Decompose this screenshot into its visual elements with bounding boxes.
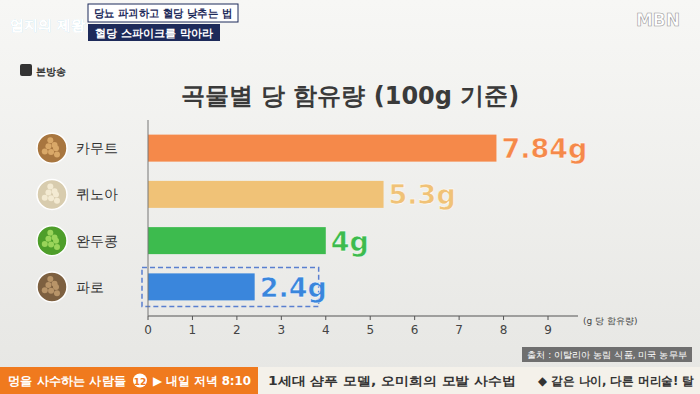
x-tick-label: 4 xyxy=(322,323,330,337)
icon-grain xyxy=(54,290,60,296)
icon-grain xyxy=(52,188,58,194)
category-label: 카무트 xyxy=(76,140,118,156)
x-axis xyxy=(148,315,578,316)
headline-box xyxy=(88,4,238,22)
source: 출처 : 이탈리아 농림 식품, 미국 농무부 xyxy=(527,350,687,360)
x-tick-label: 3 xyxy=(278,323,286,337)
icon-base xyxy=(37,133,67,163)
category-icon xyxy=(37,133,67,163)
x-tick-label: 0 xyxy=(144,323,152,337)
icon-base xyxy=(37,226,67,256)
live-label: 본방송 xyxy=(36,66,66,77)
subheadline-box xyxy=(88,24,220,41)
ticker-episode: 12 xyxy=(134,377,147,387)
category-icon xyxy=(37,272,67,302)
x-tick xyxy=(325,316,326,320)
ticker-badge xyxy=(133,374,147,388)
data-label: 4g xyxy=(331,226,369,257)
icon-grain xyxy=(42,195,48,201)
bar xyxy=(148,227,326,254)
icon-grain xyxy=(48,149,54,155)
category-icon xyxy=(37,226,67,256)
ticker-promo xyxy=(0,367,258,394)
data-label: 2.4g xyxy=(260,272,327,303)
show-logo: 엄지의 제왕 xyxy=(10,17,85,33)
x-tick xyxy=(459,316,460,320)
category-label: 완두콩 xyxy=(76,233,118,249)
icon-grain xyxy=(54,244,60,250)
data-label: 5.3g xyxy=(389,179,456,210)
icon-base xyxy=(37,179,67,209)
icon-grain xyxy=(48,242,54,248)
x-tick xyxy=(548,316,549,320)
live-icon xyxy=(20,64,32,76)
icon-grain xyxy=(42,287,48,293)
x-tick-label: 9 xyxy=(544,323,552,337)
icon-grain xyxy=(54,151,60,157)
icon-grain xyxy=(54,198,60,204)
x-tick xyxy=(148,316,149,320)
x-tick xyxy=(281,316,282,320)
icon-grain xyxy=(47,137,53,143)
bar xyxy=(148,273,255,300)
icon-grain xyxy=(48,195,54,201)
screen: 엄지의 제왕본방송 당뇨 파괴하고 혈당 낮추는 법혈당 스파이크를 막아라 MBN… xyxy=(0,0,700,394)
icon-grain xyxy=(45,236,51,242)
icon-grain xyxy=(52,235,58,241)
ticker-time: ▶ 내일 저녁 8:10 xyxy=(153,374,251,388)
icon-grain xyxy=(47,230,53,236)
headline: 당뇨 파괴하고 혈당 낮추는 법 xyxy=(94,7,232,19)
icon-grain xyxy=(42,241,48,247)
ticker-bar xyxy=(0,367,700,394)
icon-grain xyxy=(52,281,58,287)
x-tick xyxy=(503,316,504,320)
icon-grain xyxy=(48,288,54,294)
x-tick xyxy=(370,316,371,320)
source-box xyxy=(522,347,692,362)
icon-grain xyxy=(45,143,51,149)
ticker-news: ◆ 같은 나이, 다른 머리숱! 탈 xyxy=(538,374,694,388)
x-tick xyxy=(236,316,237,320)
x-tick xyxy=(192,316,193,320)
icon-grain xyxy=(47,276,53,282)
x-axis-label: (g 당 함유량) xyxy=(583,316,637,326)
y-axis xyxy=(148,120,149,316)
ticker-promo-title: 멍을 사수하는 사람들 xyxy=(8,374,126,388)
x-tick-label: 6 xyxy=(411,323,419,337)
bar xyxy=(148,135,496,162)
icon-base xyxy=(37,272,67,302)
channel-logo: MBN xyxy=(636,10,680,30)
category-label: 파로 xyxy=(76,279,104,295)
x-tick-label: 5 xyxy=(366,323,374,337)
icon-grain xyxy=(45,190,51,196)
x-tick-label: 8 xyxy=(500,323,508,337)
category-label: 퀴노아 xyxy=(76,186,118,202)
icon-grain xyxy=(45,282,51,288)
icon-grain xyxy=(47,184,53,190)
icon-grain xyxy=(42,149,48,155)
x-tick-label: 7 xyxy=(455,323,463,337)
ticker-news: 1세대 샴푸 모델, 오미희의 모발 사수법 xyxy=(268,374,516,388)
x-tick-label: 2 xyxy=(233,323,241,337)
icon-grain xyxy=(52,142,58,148)
chart-title: 곡물별 당 함유량 (100g 기준) xyxy=(181,82,520,110)
data-label: 7.84g xyxy=(501,133,587,164)
subheadline: 혈당 스파이크를 막아라 xyxy=(95,27,213,39)
background xyxy=(0,0,700,394)
x-tick-label: 1 xyxy=(189,323,197,337)
x-tick xyxy=(414,316,415,320)
bar xyxy=(148,181,384,208)
category-icon xyxy=(37,179,67,209)
